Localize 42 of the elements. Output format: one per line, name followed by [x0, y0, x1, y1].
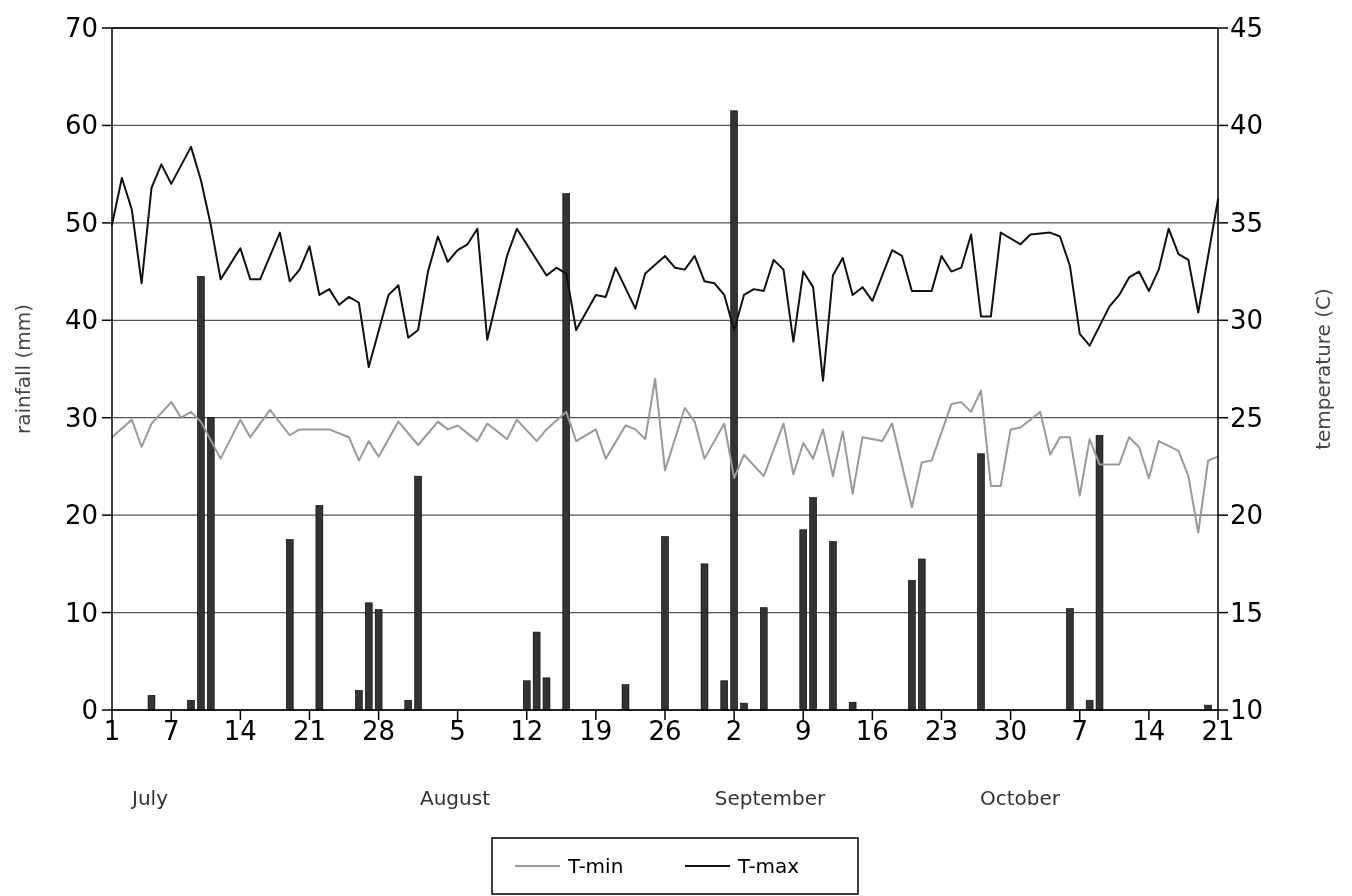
- x-tick-label: 2: [725, 716, 743, 746]
- y-tick-label: 0: [81, 695, 98, 725]
- y2-tick-label: 20: [1230, 500, 1264, 531]
- legend-label: T-max: [737, 854, 800, 878]
- x-tick-label: 14: [223, 716, 257, 746]
- y2-tick-label: 30: [1230, 305, 1264, 336]
- y-tick-label: 30: [64, 402, 98, 433]
- y2-tick-label: 45: [1230, 13, 1264, 43]
- legend-label: T-min: [567, 854, 624, 878]
- x-tick-label: 23: [924, 716, 959, 746]
- line-series: [111, 145, 1219, 382]
- y-tick-label: 70: [64, 13, 98, 43]
- x-tick-label: 1: [103, 716, 121, 746]
- x-tick-label: 19: [579, 716, 613, 746]
- x-tick-label: 30: [994, 716, 1028, 746]
- x-tick-label: 26: [648, 716, 682, 746]
- y2-axis-title: temperature (C): [1311, 288, 1335, 450]
- text: August: [420, 786, 491, 810]
- x-tick-label: 16: [855, 716, 889, 746]
- y-tick-label: 50: [64, 207, 98, 238]
- y2-tick-label: 40: [1230, 110, 1264, 141]
- x-tick-label: 12: [510, 716, 544, 746]
- y-axis-title: rainfall (mm): [11, 303, 35, 435]
- x-tick-label: 7: [162, 716, 180, 746]
- line-series: [111, 377, 1219, 534]
- y-tick-label: 20: [64, 500, 98, 531]
- x-tick-label: 14: [1132, 716, 1166, 746]
- y2-tick-label: 25: [1230, 402, 1264, 433]
- y-tick-label: 40: [64, 305, 98, 336]
- x-tick-label: 7: [1071, 716, 1089, 746]
- x-tick-label: 21: [292, 716, 327, 746]
- x-tick-label: 28: [362, 716, 396, 746]
- text: July: [130, 786, 169, 810]
- y-tick-label: 60: [64, 110, 98, 141]
- y2-tick-label: 35: [1230, 207, 1264, 238]
- y-tick-label: 10: [64, 597, 98, 628]
- y2-tick-label: 10: [1230, 695, 1264, 725]
- x-tick-label: 5: [449, 716, 466, 746]
- text: October: [979, 786, 1061, 810]
- text: September: [714, 786, 827, 810]
- y2-tick-label: 15: [1230, 597, 1264, 628]
- x-tick-label: 9: [794, 716, 812, 746]
